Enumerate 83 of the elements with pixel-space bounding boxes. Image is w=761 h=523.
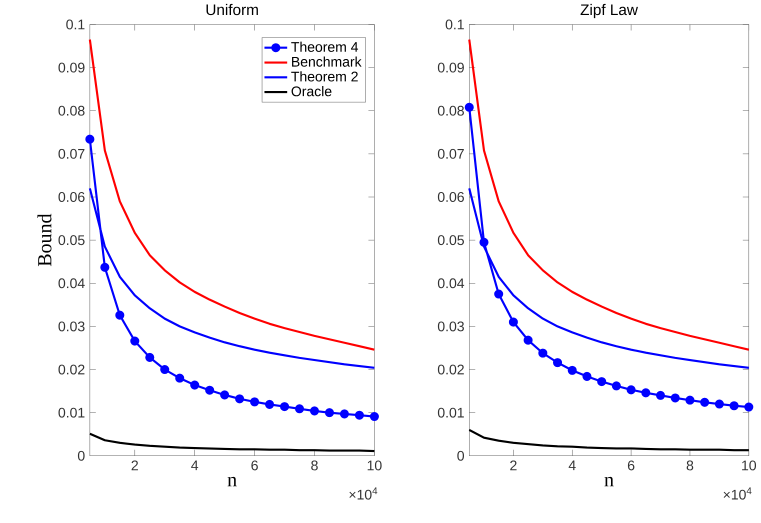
x-tick-label: 4 xyxy=(191,460,198,470)
point xyxy=(250,397,260,407)
x-tick-label: 6 xyxy=(251,460,258,471)
y-tick-label: 0.02 xyxy=(58,364,84,375)
y-tick-label: 0.1 xyxy=(446,20,464,30)
point xyxy=(160,365,170,374)
x-tick-label: 2 xyxy=(510,460,517,470)
y-tick-label: 0.06 xyxy=(58,192,85,202)
y-tick-label: 0.09 xyxy=(438,62,464,73)
point xyxy=(310,406,320,416)
point xyxy=(568,366,577,376)
point xyxy=(294,404,304,414)
y-tick-label: 0.07 xyxy=(438,149,464,159)
point xyxy=(494,290,504,299)
y-tick-label: 0.03 xyxy=(58,322,85,332)
y-tick-label: 0.03 xyxy=(438,322,464,332)
point xyxy=(670,394,680,403)
y-tick-label: 0.09 xyxy=(58,62,84,73)
point xyxy=(265,400,274,410)
x-tick-label: 6 xyxy=(628,460,634,471)
y-tick-label: 0.01 xyxy=(58,408,84,418)
point xyxy=(190,380,200,390)
chart-title: Zipf Law xyxy=(580,4,638,18)
point xyxy=(464,102,474,112)
point xyxy=(175,374,184,383)
legend-label: Oracle xyxy=(292,86,332,96)
point xyxy=(85,134,94,144)
y-tick-label: 0.04 xyxy=(438,278,464,288)
point xyxy=(508,318,518,327)
point xyxy=(714,400,724,409)
x-tick-label: 10 xyxy=(742,460,756,471)
point xyxy=(354,410,364,420)
y-tick-label: 0.07 xyxy=(58,149,84,159)
x-tick-label: 8 xyxy=(311,460,318,471)
point xyxy=(612,382,621,391)
y-tick-label: 0.05 xyxy=(58,235,85,246)
point xyxy=(324,408,334,418)
point xyxy=(130,336,140,346)
y-tick-label: 0.1 xyxy=(66,20,84,30)
point xyxy=(641,388,650,398)
point xyxy=(656,391,666,400)
legend-label: Theorem 2 xyxy=(291,71,358,82)
y-tick-label: 0.08 xyxy=(438,106,464,116)
point xyxy=(538,348,548,358)
text: ×10$^{4}$ xyxy=(724,488,752,500)
y-tick-label: 0.05 xyxy=(438,235,464,246)
point xyxy=(730,401,739,410)
y-tick-label: 0.01 xyxy=(438,408,464,418)
y-tick-label: 0.08 xyxy=(58,106,85,116)
y-tick-label: 0 xyxy=(457,450,464,461)
point xyxy=(524,336,533,345)
point xyxy=(370,412,379,422)
x-axis-title: n xyxy=(228,477,237,486)
x-tick-label: 8 xyxy=(686,460,694,471)
x-tick-label: 10 xyxy=(368,460,382,471)
chart-title: Uniform xyxy=(206,4,258,16)
point xyxy=(100,262,110,272)
text: ×10$^{4}$ xyxy=(349,488,378,500)
x-tick-label: 4 xyxy=(568,460,576,470)
point xyxy=(280,402,290,412)
point xyxy=(700,398,710,407)
point xyxy=(340,410,349,419)
point xyxy=(115,310,124,320)
point xyxy=(626,385,636,394)
point xyxy=(744,402,754,412)
x-axis-title: n xyxy=(604,477,614,486)
legend-label: Benchmark xyxy=(292,56,362,67)
y-tick-label: 0 xyxy=(78,450,85,461)
point xyxy=(597,377,606,386)
point xyxy=(553,358,562,368)
y-tick-label: 0.06 xyxy=(438,192,464,202)
point xyxy=(685,396,694,405)
x-tick-label: 2 xyxy=(132,460,138,470)
y-tick-label: 0.02 xyxy=(438,364,464,375)
point xyxy=(145,353,154,362)
legend-label: Theorem 4 xyxy=(291,42,358,52)
y-tick-label: 0.04 xyxy=(58,278,85,288)
point xyxy=(479,238,488,247)
point xyxy=(220,390,230,400)
point xyxy=(235,394,244,404)
y-axis-title: Bound xyxy=(37,214,52,266)
point xyxy=(205,386,214,395)
point xyxy=(582,372,592,382)
